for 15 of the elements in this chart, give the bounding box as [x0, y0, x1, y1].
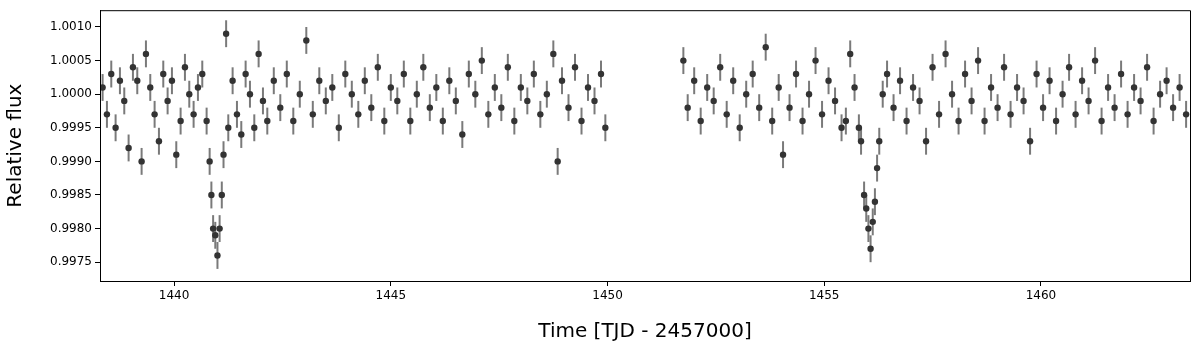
y-tick-label: 0.9990 — [50, 153, 92, 168]
y-tick-label: 1.0000 — [50, 86, 92, 101]
x-tick-label: 1455 — [808, 288, 840, 303]
y-tick-label: 1.0005 — [50, 52, 92, 67]
y-tick-label: 0.9995 — [50, 119, 92, 134]
y-tick-label: 0.9985 — [50, 187, 92, 202]
x-axis-title: Time [TJD - 2457000] — [537, 318, 752, 343]
x-tick-label: 1440 — [158, 288, 190, 303]
y-axis-title: Relative flux — [2, 83, 27, 208]
y-tick-label: 1.0010 — [50, 19, 92, 34]
y-tick-label: 0.9975 — [50, 254, 92, 269]
x-tick-label: 1450 — [592, 288, 623, 303]
y-tick-label: 0.9980 — [50, 220, 92, 235]
x-tick-label: 1460 — [1025, 288, 1057, 303]
x-tick-label: 1445 — [375, 288, 407, 303]
